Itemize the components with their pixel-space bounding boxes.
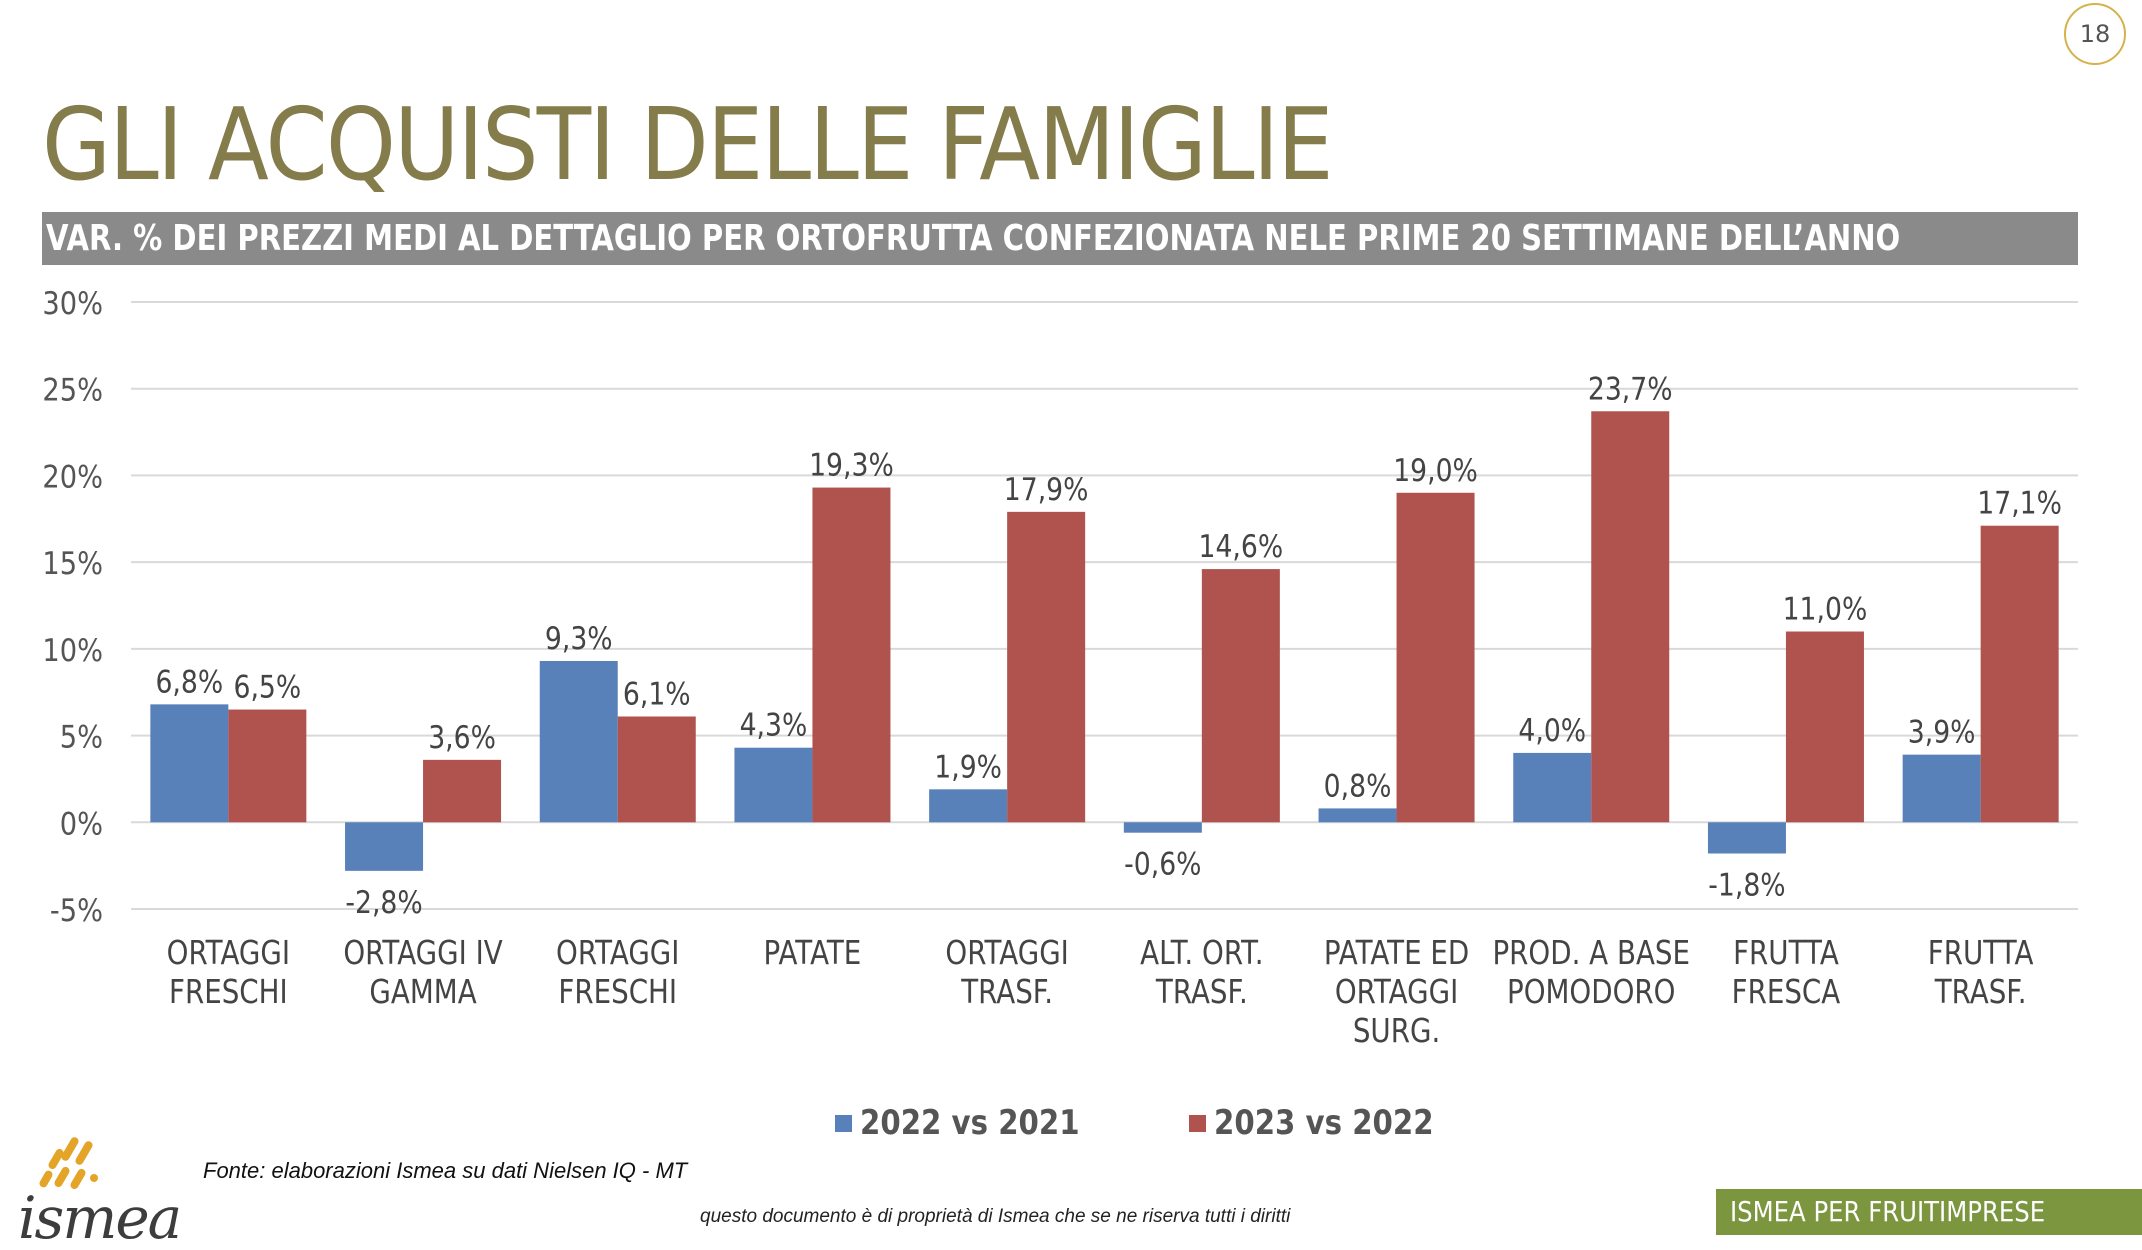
page-number: 18 <box>2064 3 2126 65</box>
bar-2023 <box>1785 631 1864 823</box>
bar-2022 <box>539 660 618 823</box>
data-label: 19,0% <box>1393 452 1478 488</box>
y-tick-label: 20% <box>42 459 103 495</box>
data-label: 17,1% <box>1977 485 2062 521</box>
category-label: FRUTTA <box>1733 935 1839 973</box>
footer-badge-text: ISMEA PER FRUITIMPRESE <box>1730 1195 2046 1228</box>
legend-label-2023: 2023 vs 2022 <box>1214 1103 1434 1143</box>
bar-2022 <box>1318 808 1397 823</box>
bar-2023 <box>1396 492 1475 823</box>
legend-swatch-2023 <box>1189 1114 1207 1132</box>
bar-2022 <box>345 822 424 871</box>
y-tick-label: 30% <box>42 285 103 321</box>
bar-2023 <box>423 759 502 823</box>
data-label: 6,1% <box>623 676 691 712</box>
logo-wordmark: ismea <box>18 1184 180 1245</box>
bar-2023 <box>1980 525 2059 823</box>
category-label: TRASF. <box>1155 974 1248 1012</box>
data-label: 1,9% <box>934 748 1002 784</box>
subtitle-bar: VAR. % DEI PREZZI MEDI AL DETTAGLIO PER … <box>42 212 2078 265</box>
data-label: 23,7% <box>1588 370 1673 406</box>
category-label: FRESCHI <box>558 974 677 1012</box>
category-label: PROD. A BASE <box>1492 935 1690 973</box>
data-label: 4,3% <box>740 707 808 743</box>
bar-2023 <box>812 487 891 823</box>
legend-item-2022: 2022 vs 2021 <box>835 1103 1115 1143</box>
y-tick-label: 5% <box>60 719 103 755</box>
data-label: 3,9% <box>1908 714 1976 750</box>
data-label: -1,8% <box>1708 867 1785 903</box>
category-label: PATATE ED <box>1324 935 1469 973</box>
category-label: TRASF. <box>960 974 1053 1012</box>
bar-2023 <box>1007 511 1086 823</box>
bar-2023 <box>228 709 307 823</box>
category-label: FRUTTA <box>1928 935 2034 973</box>
y-tick-label: 10% <box>42 632 103 668</box>
bar-2022 <box>734 747 813 823</box>
logo-mark-icon <box>39 1137 98 1190</box>
data-label: 4,0% <box>1518 712 1586 748</box>
category-label: ORTAGGI <box>556 935 679 973</box>
y-tick-label: 15% <box>42 545 103 581</box>
data-label: 0,8% <box>1324 767 1392 803</box>
category-label: ORTAGGI <box>167 935 290 973</box>
bar-2023 <box>617 716 696 823</box>
disclaimer: questo documento è di proprietà di Ismea… <box>700 1206 1291 1227</box>
bar-2023 <box>1201 569 1280 823</box>
source-note: Fonte: elaborazioni Ismea su dati Nielse… <box>203 1158 688 1183</box>
data-label: 17,9% <box>1004 471 1089 507</box>
data-label: 19,3% <box>809 447 894 483</box>
bar-2022 <box>150 704 229 823</box>
y-tick-label: 25% <box>42 372 103 408</box>
category-label: FRESCA <box>1732 974 1841 1012</box>
data-label: 6,8% <box>155 663 223 699</box>
legend-label-2022: 2022 vs 2021 <box>860 1103 1080 1143</box>
category-label: SURG. <box>1353 1013 1440 1051</box>
y-tick-label: 0% <box>60 806 103 842</box>
category-label: FRESCHI <box>169 974 288 1012</box>
data-label: 6,5% <box>233 669 301 705</box>
bar-2022 <box>1513 752 1592 823</box>
bar-2022 <box>1902 754 1981 823</box>
category-label: ORTAGGI <box>1335 974 1458 1012</box>
bar-2022 <box>1123 822 1202 833</box>
chart-legend: 2022 vs 2021 2023 vs 2022 <box>835 1103 1544 1143</box>
category-label: ORTAGGI IV <box>343 935 503 973</box>
bar-2022 <box>1707 822 1786 854</box>
page-title: GLI ACQUISTI DELLE FAMIGLIE <box>42 86 1334 203</box>
ismea-logo: ismea <box>18 1137 182 1245</box>
legend-swatch-2022 <box>835 1114 852 1132</box>
footer-badge: ISMEA PER FRUITIMPRESE <box>1716 1189 2142 1235</box>
chart-subtitle: VAR. % DEI PREZZI MEDI AL DETTAGLIO PER … <box>46 218 1901 259</box>
category-label: ORTAGGI <box>945 935 1068 973</box>
category-label: TRASF. <box>1934 974 2027 1012</box>
bar-chart: -5% 0% 5% 10% 15% 20% 25% 30% 6,8% -2,8% 9,3% 4,3% 1… <box>42 285 2078 1051</box>
data-label: -2,8% <box>345 884 422 920</box>
category-label: POMODORO <box>1507 974 1675 1012</box>
data-label: 3,6% <box>428 719 496 755</box>
data-label: 11,0% <box>1783 591 1868 627</box>
data-label: 9,3% <box>545 620 613 656</box>
bar-2023 <box>1591 411 1670 823</box>
category-label: GAMMA <box>369 974 476 1012</box>
category-label: ALT. ORT. <box>1140 935 1263 973</box>
legend-item-2023: 2023 vs 2022 <box>1189 1103 1469 1143</box>
category-label: PATATE <box>764 935 862 973</box>
data-label: -0,6% <box>1124 846 1201 882</box>
data-label: 14,6% <box>1199 528 1284 564</box>
bar-2022 <box>929 789 1008 823</box>
y-tick-label: -5% <box>50 892 103 928</box>
